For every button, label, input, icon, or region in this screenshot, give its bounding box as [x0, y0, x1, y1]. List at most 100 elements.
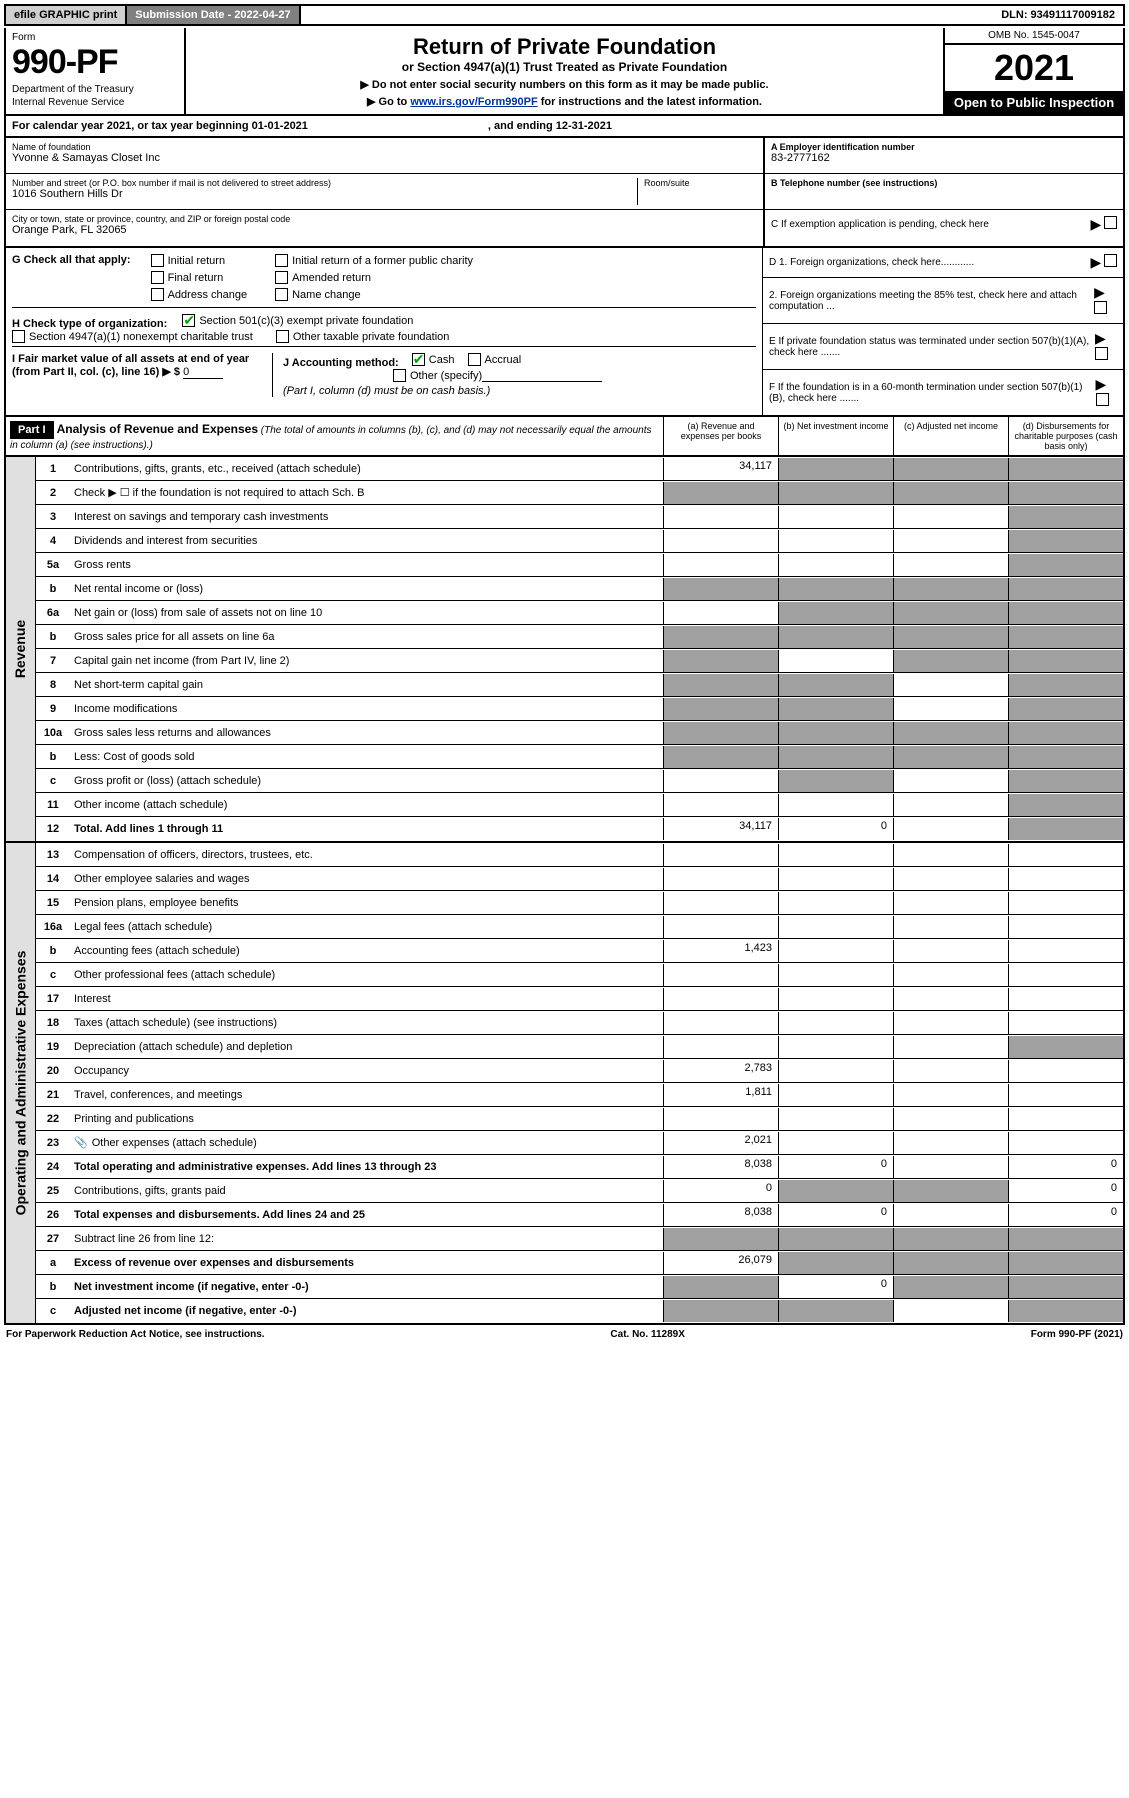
h-label: H Check type of organization:: [12, 318, 167, 330]
f-cell: F If the foundation is in a 60-month ter…: [763, 370, 1123, 415]
row-description: Excess of revenue over expenses and disb…: [70, 1255, 663, 1271]
table-row: 12Total. Add lines 1 through 1134,1170: [36, 817, 1123, 841]
cell-dd: [1008, 530, 1123, 552]
cb-cash[interactable]: [412, 353, 425, 366]
row-number: 24: [36, 1159, 70, 1175]
j-note: (Part I, column (d) must be on cash basi…: [283, 385, 490, 397]
table-row: 25Contributions, gifts, grants paid00: [36, 1179, 1123, 1203]
cell-c: [893, 482, 1008, 504]
other-method-line: [482, 381, 602, 382]
g5-label: Address change: [168, 289, 248, 301]
footer-left: For Paperwork Reduction Act Notice, see …: [6, 1329, 265, 1340]
irs-link[interactable]: www.irs.gov/Form990PF: [410, 96, 537, 108]
cb-initial-return[interactable]: [151, 254, 164, 267]
table-row: 17Interest: [36, 987, 1123, 1011]
table-row: 13Compensation of officers, directors, t…: [36, 843, 1123, 867]
cb-name-change[interactable]: [275, 288, 288, 301]
cell-c: [893, 940, 1008, 962]
row-description: Depreciation (attach schedule) and deple…: [70, 1039, 663, 1055]
cell-dd: [1008, 1132, 1123, 1154]
cb-501c3[interactable]: [182, 314, 195, 327]
table-row: 5aGross rents: [36, 553, 1123, 577]
cell-b: [778, 722, 893, 744]
instruction-ssn: ▶ Do not enter social security numbers o…: [192, 78, 937, 91]
part1-label: Part I: [10, 421, 54, 439]
exempt-label: C If exemption application is pending, c…: [771, 219, 989, 230]
row-number: b: [36, 629, 70, 645]
cb-85pct[interactable]: [1094, 301, 1107, 314]
col-a-head: (a) Revenue and expenses per books: [663, 417, 778, 455]
cell-dd: [1008, 964, 1123, 986]
cb-other-method[interactable]: [393, 369, 406, 382]
cb-terminated[interactable]: [1095, 347, 1108, 360]
row-number: b: [36, 943, 70, 959]
cell-b: [778, 1060, 893, 1082]
cell-c: [893, 1108, 1008, 1130]
table-row: 18Taxes (attach schedule) (see instructi…: [36, 1011, 1123, 1035]
cell-b: [778, 940, 893, 962]
street-cell: Number and street (or P.O. box number if…: [6, 174, 763, 210]
exempt-pending-cell: C If exemption application is pending, c…: [765, 210, 1123, 239]
row-number: 5a: [36, 557, 70, 573]
cb-accrual[interactable]: [468, 353, 481, 366]
dept-treasury: Department of the Treasury: [12, 84, 178, 95]
arrow-icon: ▶: [1095, 330, 1106, 346]
arrow-icon: ▶: [1094, 284, 1105, 300]
expenses-body: 13Compensation of officers, directors, t…: [36, 843, 1123, 1323]
cb-final-return[interactable]: [151, 271, 164, 284]
cell-c: [893, 722, 1008, 744]
cell-a: 2,783: [663, 1060, 778, 1082]
cb-amended-return[interactable]: [275, 271, 288, 284]
cell-dd: [1008, 844, 1123, 866]
cell-a: [663, 844, 778, 866]
cell-b: [778, 1036, 893, 1058]
row-number: b: [36, 581, 70, 597]
cell-c: [893, 794, 1008, 816]
table-row: 22Printing and publications: [36, 1107, 1123, 1131]
instr-post: for instructions and the latest informat…: [538, 96, 762, 108]
row-description: Adjusted net income (if negative, enter …: [70, 1303, 663, 1319]
cb-initial-public[interactable]: [275, 254, 288, 267]
cell-dd: [1008, 746, 1123, 768]
row-description: Gross sales less returns and allowances: [70, 725, 663, 741]
cell-c: [893, 1228, 1008, 1250]
cell-dd: [1008, 1036, 1123, 1058]
cb-foreign-org[interactable]: [1104, 254, 1117, 267]
cell-c: [893, 698, 1008, 720]
row-description: Gross profit or (loss) (attach schedule): [70, 773, 663, 789]
col-c-head: (c) Adjusted net income: [893, 417, 1008, 455]
form-subtitle: or Section 4947(a)(1) Trust Treated as P…: [192, 60, 937, 74]
exempt-checkbox[interactable]: [1104, 216, 1117, 229]
row-description: Total. Add lines 1 through 11: [70, 821, 663, 837]
foundation-name-cell: Name of foundation Yvonne & Samayas Clos…: [6, 138, 763, 174]
row-description: Contributions, gifts, grants paid: [70, 1183, 663, 1199]
cell-dd: [1008, 506, 1123, 528]
cell-a: [663, 506, 778, 528]
cb-address-change[interactable]: [151, 288, 164, 301]
cell-dd: [1008, 698, 1123, 720]
row-description: Other income (attach schedule): [70, 797, 663, 813]
revenue-section: Revenue 1Contributions, gifts, grants, e…: [4, 457, 1125, 843]
expenses-section: Operating and Administrative Expenses 13…: [4, 843, 1125, 1325]
attachment-icon[interactable]: 📎: [74, 1137, 88, 1149]
row-description: Net short-term capital gain: [70, 677, 663, 693]
h3-label: Other taxable private foundation: [293, 331, 450, 343]
entity-right: A Employer identification number 83-2777…: [763, 138, 1123, 246]
cb-other-taxable[interactable]: [276, 330, 289, 343]
cell-a: [663, 770, 778, 792]
cell-c: [893, 1276, 1008, 1298]
cell-b: [778, 698, 893, 720]
row-number: 9: [36, 701, 70, 717]
checks-section: G Check all that apply: Initial return I…: [4, 248, 1125, 417]
col-d-head: (d) Disbursements for charitable purpose…: [1008, 417, 1123, 455]
cb-4947[interactable]: [12, 330, 25, 343]
cb-60month[interactable]: [1096, 393, 1109, 406]
cell-c: [893, 530, 1008, 552]
revenue-body: 1Contributions, gifts, grants, etc., rec…: [36, 457, 1123, 841]
cell-c: [893, 578, 1008, 600]
cell-dd: [1008, 674, 1123, 696]
efile-print-button[interactable]: efile GRAPHIC print: [6, 6, 127, 24]
cell-dd: [1008, 578, 1123, 600]
cell-b: [778, 554, 893, 576]
cell-b: [778, 988, 893, 1010]
